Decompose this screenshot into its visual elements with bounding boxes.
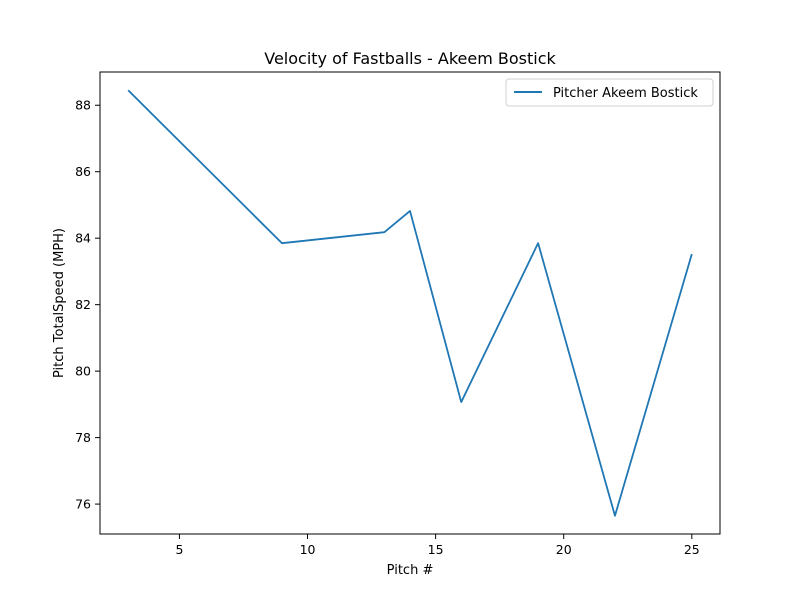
y-tick-label: 78 [75, 430, 91, 445]
legend: Pitcher Akeem Bostick [505, 78, 714, 107]
y-tick-label: 84 [75, 231, 91, 246]
plot-frame [99, 71, 721, 535]
x-axis-label: Pitch # [387, 563, 434, 578]
x-tick-label: 15 [428, 542, 444, 557]
y-tick-label: 88 [75, 98, 91, 113]
x-axis: 5 10 15 20 25 [175, 534, 700, 557]
plot-area [127, 89, 693, 517]
y-tick-label: 76 [75, 497, 91, 512]
y-tick-label: 86 [75, 164, 91, 179]
y-axis: 76 78 80 82 84 86 88 [75, 98, 100, 512]
x-tick-label: 20 [556, 542, 572, 557]
chart-title: Velocity of Fastballs - Akeem Bostick [264, 49, 556, 68]
y-tick-label: 82 [75, 297, 91, 312]
legend-frame [505, 78, 714, 107]
x-tick-label: 25 [684, 542, 700, 557]
y-tick-label: 80 [75, 364, 91, 379]
x-tick-label: 10 [300, 542, 316, 557]
series-line-0 [127, 89, 693, 517]
y-axis-label: Pitch TotalSpeed (MPH) [52, 228, 67, 378]
x-tick-label: 5 [175, 542, 183, 557]
legend-label-pitcher-akeem-bostick: Pitcher Akeem Bostick [553, 86, 698, 101]
